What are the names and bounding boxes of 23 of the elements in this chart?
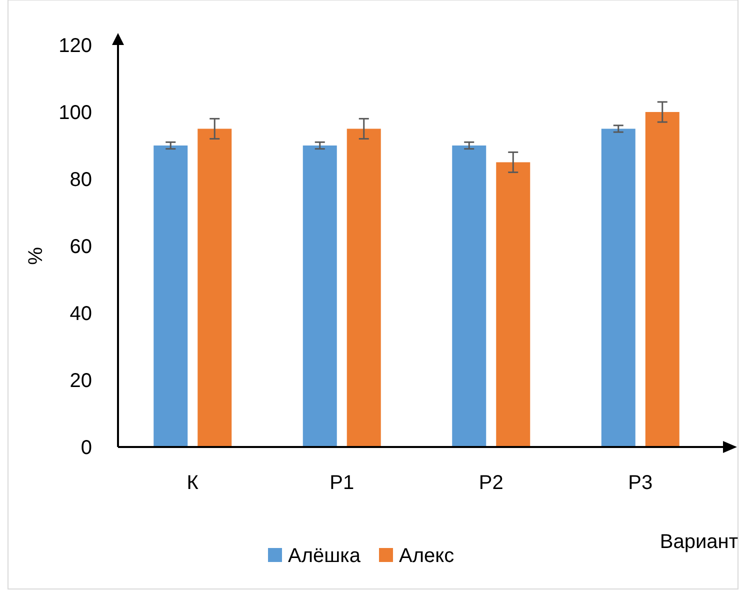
x-tick-label: Р3: [628, 472, 653, 494]
y-tick-label: 20: [70, 370, 92, 392]
legend-label: Алёшка: [288, 545, 362, 567]
x-axis-title: Вариант: [660, 531, 738, 553]
y-tick-label: 60: [70, 236, 92, 258]
y-tick-label: 0: [80, 437, 92, 459]
bar: [645, 112, 680, 447]
bar: [154, 146, 188, 447]
bar: [601, 128, 636, 447]
y-axis-title: %: [25, 246, 47, 265]
y-tick-label: 80: [70, 169, 92, 191]
y-tick-label: 40: [70, 303, 92, 325]
bar: [302, 146, 337, 447]
bar: [452, 146, 486, 447]
x-tick-label: К: [186, 472, 199, 494]
bar: [496, 162, 530, 447]
bar: [346, 128, 381, 447]
x-tick-label: Р2: [478, 472, 504, 494]
bar: [198, 128, 232, 447]
legend-label: Алекс: [399, 545, 454, 567]
y-tick-label: 100: [58, 102, 92, 124]
y-tick-label: 120: [58, 35, 92, 57]
x-tick-label: Р1: [330, 472, 354, 494]
